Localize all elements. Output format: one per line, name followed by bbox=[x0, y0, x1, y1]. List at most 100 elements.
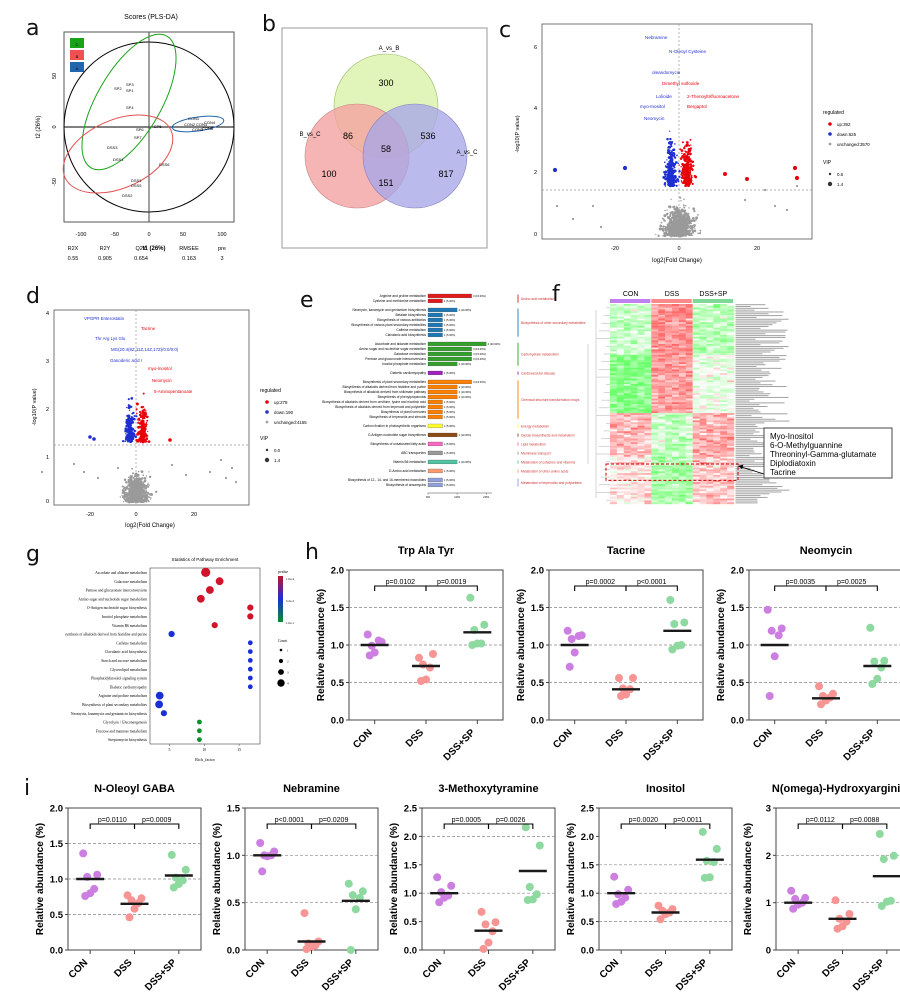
venn-set-label-ac: A_vs_C bbox=[456, 150, 478, 156]
legend-vip-high: 1.4 bbox=[837, 182, 844, 187]
kegg-pathway-label: Carbon fixation in photosynthetic organi… bbox=[363, 424, 426, 428]
legend-title-regulated: regulated bbox=[823, 110, 844, 116]
data-point bbox=[415, 653, 423, 662]
data-point bbox=[477, 907, 486, 916]
kegg-pathway-label: Betalain biosynthesis bbox=[395, 313, 426, 317]
kegg-count-label: 1 (5.00%) bbox=[444, 405, 455, 409]
data-point bbox=[570, 648, 579, 657]
panel-h-label: h bbox=[305, 540, 319, 565]
data-point bbox=[344, 879, 353, 888]
pathway-label: Glycerolipid metabolism bbox=[110, 668, 147, 672]
sample-label: SP6 bbox=[136, 127, 144, 132]
panel-g: g Statistics of Pathway Enrichment Ascorb… bbox=[22, 538, 312, 780]
y-tick: 2.0 bbox=[331, 566, 344, 577]
data-point bbox=[256, 839, 265, 847]
stat-value: 3 bbox=[220, 256, 223, 262]
sample-label: SP1 bbox=[126, 88, 134, 93]
y-tick: 1.0 bbox=[531, 641, 544, 652]
x-tick: -20 bbox=[86, 512, 94, 518]
kegg-count-label: 1 (5.00%) bbox=[444, 415, 455, 419]
pathway-label: Biosynthesis of plant secondary metaboli… bbox=[82, 703, 147, 707]
data-point bbox=[351, 905, 360, 914]
annotation: myo-Inositol bbox=[640, 104, 665, 109]
y-tick: 2.0 bbox=[531, 566, 544, 577]
x-group-label: DSS bbox=[404, 727, 427, 750]
annotation: oleandomycin bbox=[652, 70, 681, 75]
data-point bbox=[870, 657, 879, 666]
pathway-label: Ascorbate and aldarate metabolism bbox=[95, 571, 147, 575]
heatmap-highlight-box bbox=[605, 463, 739, 481]
kegg-pathway-label: Neomycin, kanamycin and gentamicin biosy… bbox=[352, 308, 426, 312]
data-point bbox=[363, 630, 372, 639]
x-group-label: CON bbox=[751, 727, 775, 751]
data-point bbox=[877, 902, 886, 910]
kegg-pathway-label: Arginine and proline metabolism bbox=[380, 294, 427, 298]
x-tick: 100 bbox=[217, 232, 226, 238]
kegg-pathway-label: Biosynthesis of alkaloids derived from t… bbox=[335, 405, 426, 409]
y-tick: 2.0 bbox=[50, 804, 63, 815]
data-point bbox=[79, 849, 88, 858]
kegg-pathway-label: Vitamin B6 metabolism bbox=[393, 460, 426, 464]
bubble-point bbox=[247, 658, 253, 663]
y-tick: 1.0 bbox=[227, 851, 240, 862]
pathway-label: Inositol phosphate metabolism bbox=[102, 615, 147, 619]
panel-d-label: d bbox=[26, 284, 40, 309]
kegg-count-label: 1 (5.00%) bbox=[444, 478, 455, 482]
stat-value: 0.55 bbox=[68, 256, 79, 262]
kegg-bar bbox=[427, 356, 472, 362]
kegg-count-label: 1 (5.00%) bbox=[444, 323, 455, 327]
y-tick: 0.0 bbox=[581, 946, 594, 957]
p-value-label: p=0.0005 bbox=[452, 817, 481, 824]
heatmap-group-bar bbox=[610, 299, 651, 303]
sample-label: CON1 bbox=[188, 116, 200, 121]
annotation: Bergaptol bbox=[687, 104, 707, 109]
dot-plot: Nebramine 0.0 0.5 1.0 1.5 Relative abundance … bbox=[212, 783, 379, 993]
y-tick: 2.0 bbox=[404, 832, 417, 843]
chart-title: Inositol bbox=[646, 783, 685, 795]
p-value-label: p=0.0011 bbox=[673, 817, 702, 824]
venn-count-only-bc: 100 bbox=[321, 169, 336, 179]
dot-plot: N(omega)-Hydroxyarginine 0 1 2 3 Relative abu… bbox=[743, 783, 900, 993]
callout-item: Tacrine bbox=[770, 468, 796, 477]
x-group-label: DSS+SP bbox=[442, 727, 478, 763]
sample-label: CON3 bbox=[196, 122, 208, 127]
sample-label: DSS1 bbox=[131, 178, 142, 183]
kegg-x-tick: 0% bbox=[426, 495, 431, 499]
kegg-bar bbox=[427, 384, 458, 390]
volcano-points-blue bbox=[552, 130, 681, 188]
data-point bbox=[358, 887, 367, 896]
dot-plot: Inositol 0.0 0.5 1.0 1.5 2.0 2.5 Relative abund… bbox=[566, 783, 733, 993]
kegg-bar bbox=[427, 441, 443, 447]
annotation: N-Oleoyl Cysteine bbox=[669, 49, 706, 54]
legend-vip-low: 0.6 bbox=[837, 172, 844, 177]
volcano-points-grey bbox=[555, 184, 799, 238]
stat-header: pre bbox=[218, 246, 226, 252]
kegg-bar bbox=[427, 370, 443, 376]
heatmap-group-label: CON bbox=[623, 291, 639, 298]
y-tick: 0.5 bbox=[331, 678, 345, 689]
pathway-label: Diabetic cardiomyopathy bbox=[110, 685, 148, 689]
legend-item-up: up:392 bbox=[837, 122, 851, 127]
data-point bbox=[656, 915, 665, 924]
annotation: Neomycin bbox=[644, 116, 665, 121]
dot-chart-1: N-Oleoyl GABA 0.0 0.5 1.0 1.5 2.0 Relative abu… bbox=[32, 778, 207, 998]
y-tick: 1.0 bbox=[581, 889, 594, 900]
panel-d-xlabel: log2(Fold Change) bbox=[125, 523, 175, 529]
kegg-count-label: 1 (5.00%) bbox=[444, 442, 455, 446]
data-point bbox=[763, 605, 772, 614]
panel-f: f CON DSS DSS+SP Myo-Inositol 6-O-Methylguan… bbox=[552, 282, 900, 534]
panel-a-label: a bbox=[26, 16, 40, 41]
y-tick: 0 bbox=[52, 125, 58, 128]
legend-title-count: Count bbox=[278, 639, 288, 643]
data-point bbox=[770, 652, 779, 661]
sample-label: SP2 bbox=[114, 86, 122, 91]
kegg-count-label: 1 (5.00%) bbox=[444, 400, 455, 404]
data-point bbox=[624, 885, 633, 894]
data-point bbox=[535, 841, 544, 850]
kegg-category-label: Membrane transport bbox=[521, 451, 551, 455]
y-tick: 2.0 bbox=[731, 566, 744, 577]
dot-chart-2: Nebramine 0.0 0.5 1.0 1.5 Relative abundance … bbox=[209, 778, 384, 998]
kegg-bar bbox=[427, 312, 443, 318]
p-value-label: p=0.0009 bbox=[142, 817, 171, 824]
kegg-bar bbox=[427, 379, 472, 385]
